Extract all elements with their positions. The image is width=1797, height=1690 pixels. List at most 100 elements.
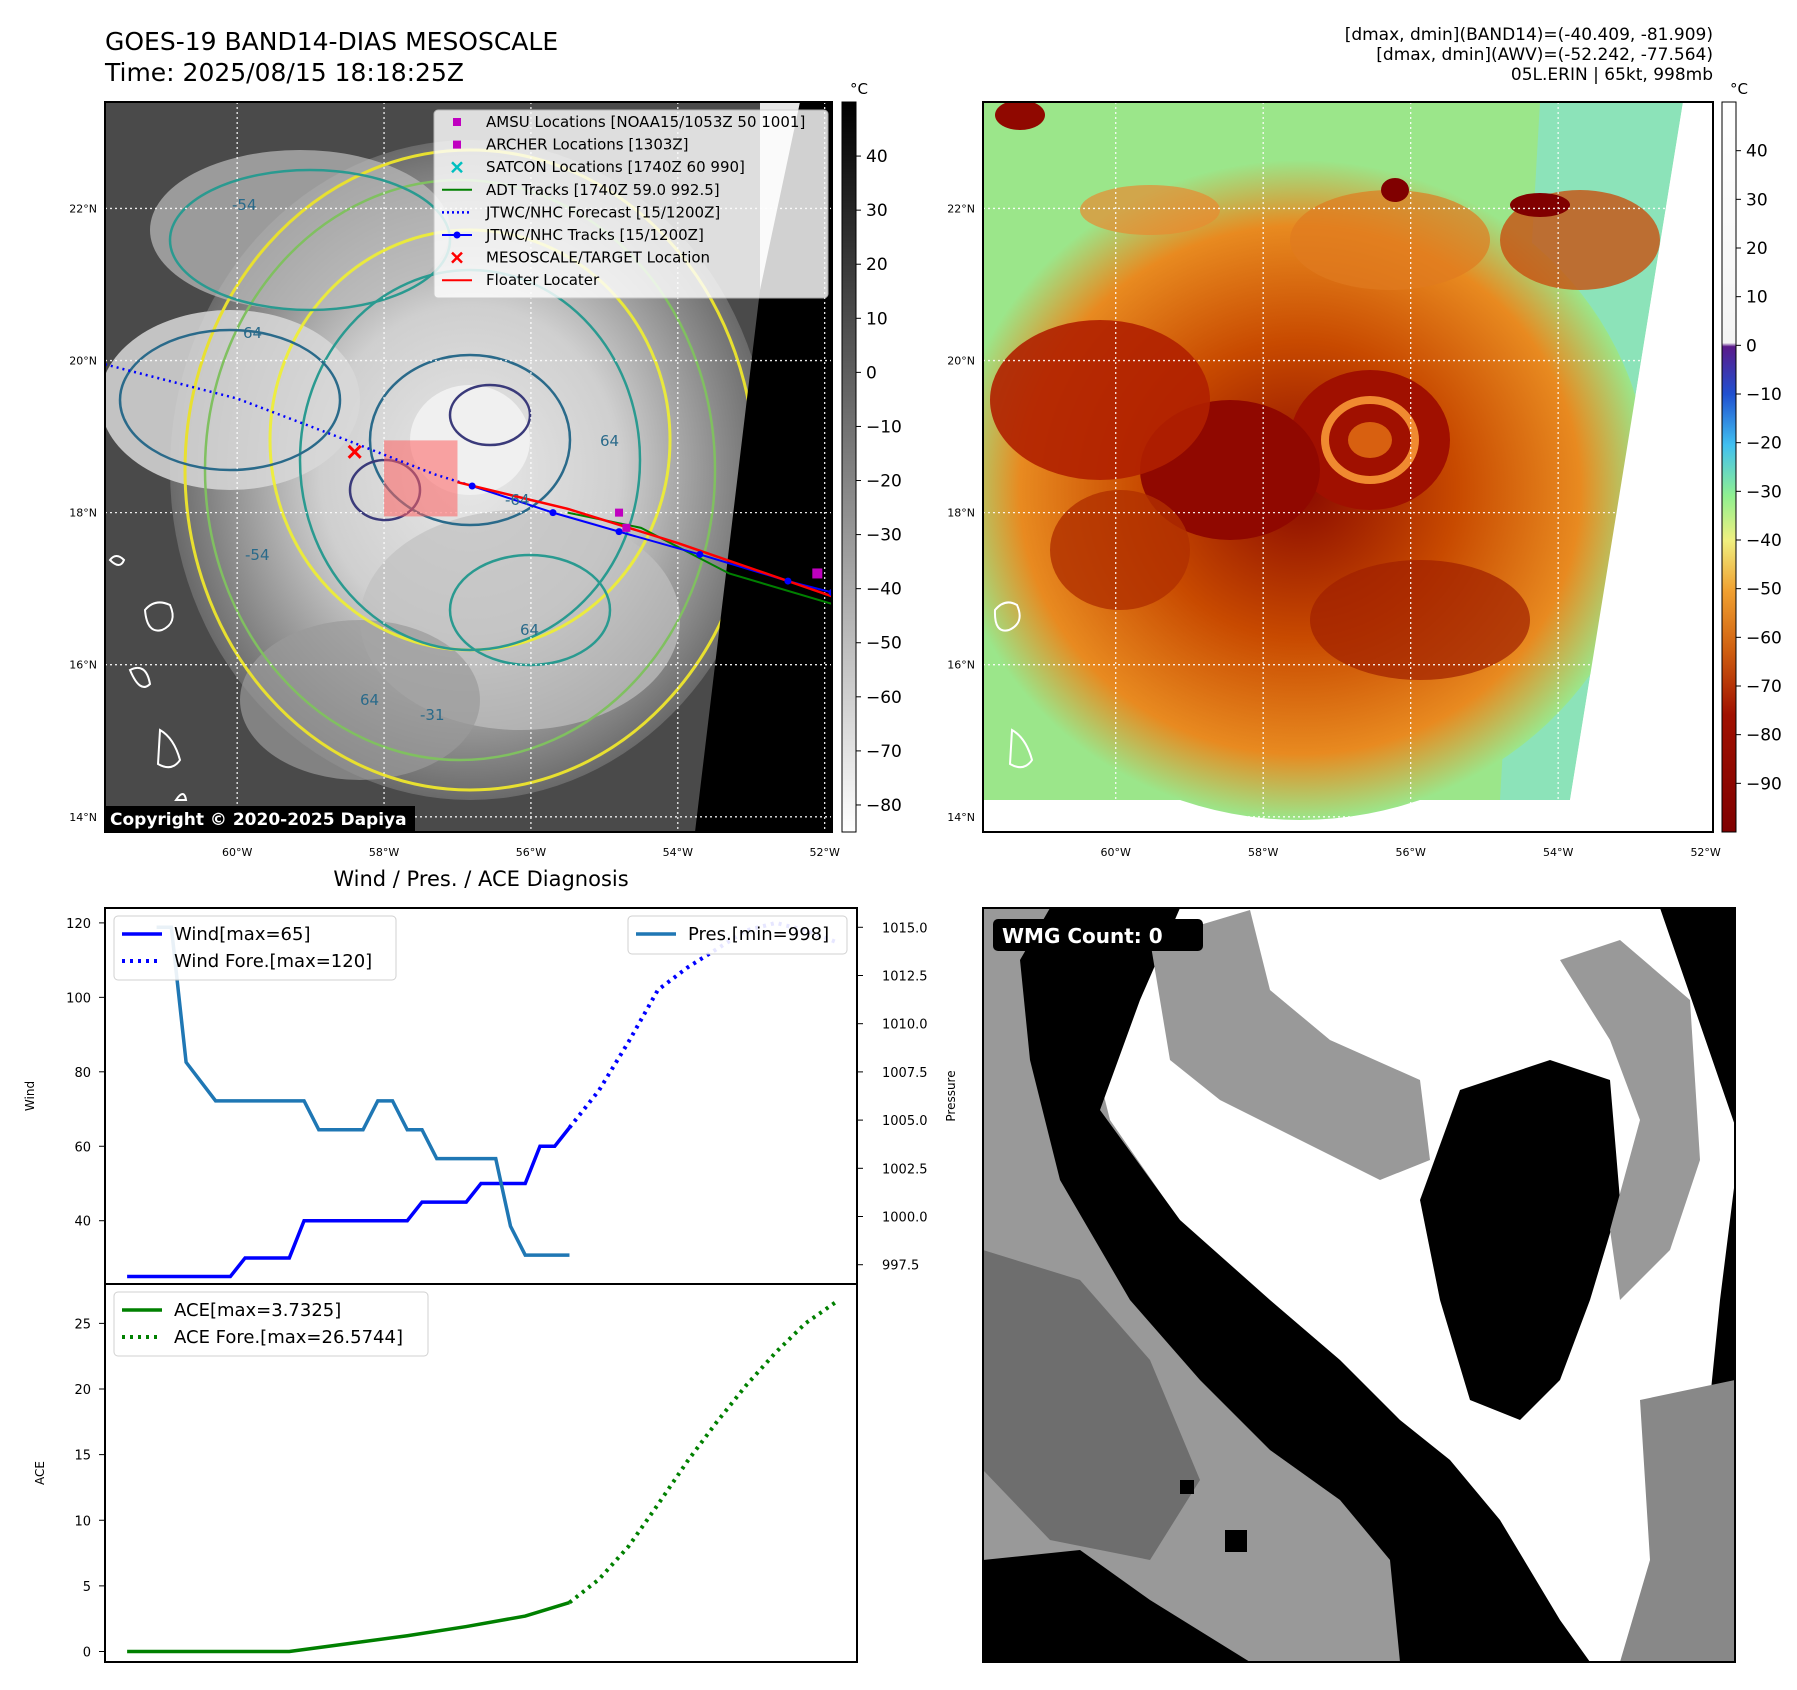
right-colorbar: °C 40 30 20 10 0 −10 −20 −30 −40 −50 −60 −70 −80 −90 (1721, 80, 1782, 833)
left-map-panel: -54 64 64 -54 64 64 -64 -31 Copyright © 2020-20… (69, 80, 902, 859)
right-map-frame (982, 101, 1714, 833)
wmg-imagery (983, 908, 1735, 1662)
contour-label: 64 (600, 432, 619, 450)
colorbar-tick-label: −80 (866, 796, 902, 816)
lon-tick-label: 54°W (663, 846, 693, 859)
diagnosis-title: Wind / Pres. / ACE Diagnosis (333, 867, 628, 891)
right-map-lon-ticks: 60°W 58°W 56°W 54°W 52°W (1101, 846, 1721, 859)
pressure-tick-label: 1010.0 (882, 1018, 928, 1033)
wind-tick-label: 40 (74, 1215, 91, 1230)
lon-tick-label: 60°W (222, 846, 252, 859)
colorbar-tick-label: 20 (866, 255, 888, 275)
series-ace (127, 1600, 570, 1654)
lat-tick-label: 14°N (69, 811, 97, 824)
lat-tick-label: 18°N (947, 507, 975, 520)
colorbar-tick-label: 0 (1746, 336, 1757, 356)
left-colorbar-unit: °C (850, 80, 868, 98)
legend-entry: Floater Locater (486, 271, 600, 289)
wind-legend: Wind[max=65] Wind Fore.[max=120] (113, 915, 397, 981)
colorbar-tick-label: 0 (866, 363, 877, 383)
colorbar-tick-label: 40 (1746, 142, 1768, 162)
ace-y-ticks: 0 5 10 15 20 25 (74, 1317, 105, 1661)
map-markers (347, 444, 832, 596)
track-point (696, 550, 704, 558)
map-legend: AMSU Locations [NOAA15/1053Z 50 1001] ARC… (433, 109, 829, 299)
lat-tick-label: 20°N (69, 355, 97, 368)
archer-marker (615, 508, 624, 517)
colorbar-tick-label: −10 (866, 417, 902, 437)
lat-tick-label: 22°N (947, 202, 975, 215)
lon-tick-label: 56°W (516, 846, 546, 859)
mesoscale-box (384, 440, 458, 517)
copyright-text: Copyright © 2020-2025 Dapiya (110, 810, 407, 830)
colorbar-tick-label: 40 (866, 147, 888, 167)
lat-tick-label: 14°N (947, 811, 975, 824)
track-point (784, 577, 792, 585)
colorbar-tick-label: −10 (1746, 385, 1782, 405)
legend-wind-forecast: Wind Fore.[max=120] (174, 951, 372, 972)
lon-tick-label: 58°W (1248, 846, 1278, 859)
colorbar-tick-label: −50 (866, 634, 902, 654)
lat-tick-label: 16°N (69, 659, 97, 672)
pressure-tick-label: 1015.0 (882, 921, 928, 936)
lon-tick-label: 52°W (1690, 846, 1720, 859)
colorbar-tick-label: −30 (1746, 482, 1782, 502)
info-band14: [dmax, dmin](BAND14)=(-40.409, -81.909) (1345, 25, 1713, 45)
pressure-tick-label: 1012.5 (882, 969, 928, 984)
contour-label: -31 (420, 706, 445, 724)
legend-wind: Wind[max=65] (174, 924, 311, 945)
track-point (549, 509, 557, 517)
info-awv: [dmax, dmin](AWV)=(-52.242, -77.564) (1376, 45, 1713, 65)
lat-tick-label: 18°N (69, 507, 97, 520)
colorbar-tick-label: −40 (866, 580, 902, 600)
wind-tick-label: 80 (74, 1066, 91, 1081)
lat-tick-label: 16°N (947, 659, 975, 672)
colorbar-tick-label: 10 (866, 309, 888, 329)
colorbar-tick-label: −30 (866, 526, 902, 546)
legend-ace-forecast: ACE Fore.[max=26.5744] (174, 1327, 403, 1348)
right-colorbar-unit: °C (1730, 80, 1748, 98)
colorbar-tick-label: −80 (1746, 726, 1782, 746)
ace-tick-label: 15 (74, 1449, 91, 1464)
legend-entry: MESOSCALE/TARGET Location (486, 249, 710, 267)
series-wind-forecast (567, 920, 836, 1129)
track-point (615, 528, 623, 536)
colorbar-tick-label: −60 (1746, 628, 1782, 648)
contour-label: 64 (520, 621, 539, 639)
amsu-marker (812, 568, 823, 579)
wind-pressure-chart: 40 60 80 100 120 997.5 1000.0 1002.5 1005.0 1007… (23, 907, 958, 1285)
lat-tick-label: 22°N (69, 202, 97, 215)
lon-tick-label: 60°W (1101, 846, 1131, 859)
pressure-tick-label: 1005.0 (882, 1114, 928, 1129)
legend-entry: AMSU Locations [NOAA15/1053Z 50 1001] (486, 113, 805, 131)
ace-chart: 0 5 10 15 20 25 ACE ACE[max=3.7325] ACE Fore.… (33, 1283, 858, 1663)
ace-tick-label: 10 (74, 1514, 91, 1529)
forecast-track (105, 363, 473, 488)
wind-tick-label: 120 (66, 917, 91, 932)
figure-time: Time: 2025/08/15 18:18:25Z (104, 58, 464, 87)
colorbar-tick-label: 20 (1746, 239, 1768, 259)
contour-label: -54 (232, 196, 257, 214)
right-map-lat-ticks: 22°N 20°N 18°N 16°N 14°N (947, 202, 975, 823)
pressure-tick-label: 997.5 (882, 1259, 919, 1274)
left-map-frame (104, 101, 833, 833)
colorbar-tick-label: −90 (1746, 774, 1782, 794)
colorbar-tick-label: −60 (866, 688, 902, 708)
series-pressure (156, 925, 570, 1257)
left-map-lon-ticks: 60°W 58°W 56°W 54°W 52°W (222, 846, 840, 859)
wmg-count: WMG Count: 0 (1002, 924, 1163, 948)
wind-tick-label: 60 (74, 1140, 91, 1155)
right-map-gridlines (983, 102, 1713, 832)
ace-axis-label: ACE (33, 1461, 47, 1485)
lat-tick-label: 20°N (947, 355, 975, 368)
left-colorbar: °C 40 30 20 10 0 −10 −20 −30 −40 −50 −60 −70 −80 (841, 80, 902, 833)
wind-axis-label: Wind (23, 1081, 37, 1111)
colorbar-tick-label: −50 (1746, 580, 1782, 600)
colorbar-tick-label: 10 (1746, 288, 1768, 308)
ace-legend: ACE[max=3.7325] ACE Fore.[max=26.5744] (113, 1291, 429, 1357)
legend-ace: ACE[max=3.7325] (174, 1300, 341, 1321)
legend-entry: SATCON Locations [1740Z 60 990] (486, 158, 745, 176)
wmg-frame (982, 907, 1736, 1663)
lon-tick-label: 56°W (1395, 846, 1425, 859)
